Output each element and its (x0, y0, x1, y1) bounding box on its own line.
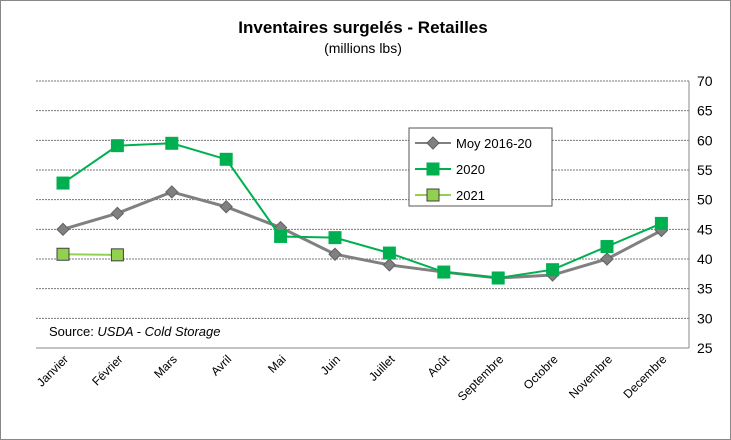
y-tick-label: 40 (697, 251, 713, 267)
x-tick-label: Février (89, 352, 125, 388)
legend: Moy 2016-20 2020 2021 (408, 127, 553, 207)
square-marker (491, 271, 505, 285)
legend-label: 2020 (456, 162, 485, 177)
y-tick-label: 30 (697, 310, 713, 326)
y-tick-label: 55 (697, 162, 713, 178)
x-tick-label: Octobre (521, 352, 561, 392)
square-marker (600, 240, 614, 254)
diamond-marker (110, 206, 125, 221)
square-marker (56, 247, 70, 261)
series-line (62, 142, 662, 279)
y-tick-label: 65 (697, 103, 713, 119)
source-note: Source: USDA - Cold Storage (49, 324, 221, 339)
series-line (62, 253, 118, 256)
square-marker (382, 246, 396, 260)
diamond-marker (219, 200, 233, 214)
square-marker (165, 136, 179, 150)
y-tick-label: 35 (697, 281, 713, 297)
diamond-marker (382, 258, 397, 272)
x-tick-label: Novembre (566, 352, 615, 401)
x-tick-label: Mai (265, 352, 289, 376)
x-tick-label: Decembre (620, 352, 669, 401)
diamond-marker (56, 222, 70, 237)
chart-subtitle: (millions lbs) (324, 40, 402, 56)
square-marker (426, 188, 440, 202)
y-tick-label: 50 (697, 192, 713, 208)
square-marker (274, 229, 288, 243)
x-tick-label: Juillet (366, 352, 398, 384)
x-tick-label: Septembre (455, 352, 507, 404)
square-marker (437, 265, 451, 279)
x-tick-label: Janvier (34, 352, 71, 389)
diamond-marker (328, 247, 342, 261)
diamond-marker (600, 252, 614, 266)
x-tick-label: Mars (151, 352, 180, 381)
square-marker (654, 216, 668, 230)
y-tick-label: 45 (697, 221, 713, 237)
y-tick-label: 60 (697, 132, 713, 148)
square-marker (56, 176, 70, 190)
square-marker (219, 152, 233, 166)
legend-label: 2021 (456, 188, 485, 203)
diamond-marker (426, 136, 440, 150)
square-marker (328, 231, 342, 245)
x-tick-label: Juin (318, 352, 343, 377)
diamond-marker (165, 185, 179, 199)
chart-title: Inventaires surgelés - Retailles (238, 18, 487, 37)
series-line (62, 190, 663, 280)
y-tick-label: 25 (697, 340, 713, 356)
square-marker (426, 162, 440, 176)
square-marker (110, 248, 124, 262)
x-tick-label: Avril (208, 352, 234, 378)
x-tick-label: Août (425, 352, 453, 380)
legend-label: Moy 2016-20 (456, 136, 532, 151)
square-marker (546, 263, 560, 277)
y-tick-label: 70 (697, 73, 713, 89)
square-marker (110, 139, 124, 153)
